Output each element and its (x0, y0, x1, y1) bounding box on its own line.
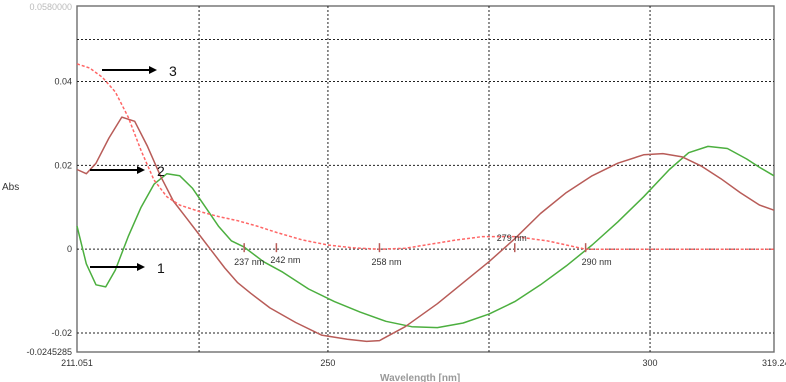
series-line-3 (76, 63, 774, 250)
curve-arrowhead-1 (137, 263, 145, 271)
y-axis-label: Abs (2, 182, 19, 193)
plot-area (76, 5, 775, 353)
annotation-markers: 237 nm 242 nm 258 nm 279 nm 290 nm (234, 233, 611, 267)
y-tick-label-0: 0.0580000 (29, 2, 72, 12)
x-axis-ticks: 211.051 250 300 319.24 (61, 358, 786, 368)
y-tick-label-5: -0.0245285 (26, 347, 72, 357)
marker-label-3: 279 nm (497, 233, 527, 243)
series-group (76, 63, 775, 343)
marker-label-0: 237 nm (234, 257, 264, 267)
x-tick-label-0: 211.051 (61, 358, 93, 368)
series-line-2 (76, 116, 775, 343)
marker-label-1: 242 nm (270, 255, 300, 265)
marker-label-4: 290 nm (582, 257, 612, 267)
x-tick-label-1: 250 (320, 358, 335, 368)
y-tick-label-1: 0.04 (54, 76, 72, 86)
curve-arrowhead-3 (149, 66, 157, 74)
curve-label-1: 1 (157, 260, 165, 276)
curve-arrowhead-2 (137, 166, 145, 174)
x-tick-label-3: 319.24 (762, 358, 786, 368)
curve-label-arrows: 1 2 3 (90, 63, 177, 276)
series-line-1 (76, 145, 775, 329)
y-tick-label-4: -0.02 (51, 328, 72, 338)
x-axis-label: Wavelength [nm] (380, 373, 460, 382)
y-axis-ticks: 0.0580000 0.04 0.02 0 -0.02 -0.0245285 (26, 2, 72, 357)
curve-label-3: 3 (169, 63, 177, 79)
y-tick-label-2: 0.02 (54, 160, 72, 170)
marker-label-2: 258 nm (371, 257, 401, 267)
curve-label-2: 2 (157, 163, 165, 179)
x-tick-label-2: 300 (643, 358, 658, 368)
y-tick-label-3: 0 (67, 244, 72, 254)
